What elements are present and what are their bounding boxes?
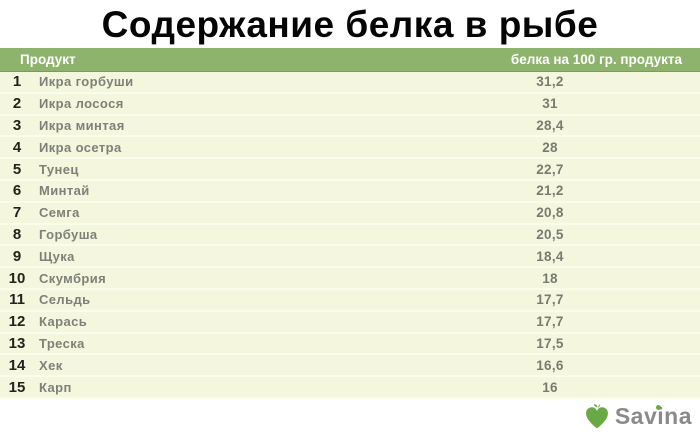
row-product-name: Скумбрия <box>39 270 107 286</box>
row-rank: 6 <box>12 182 22 200</box>
row-protein-value: 20,5 <box>536 226 564 242</box>
row-protein-value: 18 <box>542 270 558 286</box>
col-header-value: белка на 100 гр. продукта <box>510 52 682 67</box>
row-rank: 12 <box>8 313 26 331</box>
row-product-name: Икра минтая <box>39 117 125 133</box>
row-product-name: Щука <box>39 248 75 264</box>
row-rank: 7 <box>12 204 22 222</box>
row-product-name: Тунец <box>39 161 79 177</box>
brand-name-wrap: Savina <box>615 403 692 430</box>
row-rank: 4 <box>12 138 22 156</box>
row-protein-value: 16,6 <box>536 357 564 373</box>
table-body: 1 Икра горбуши 31,2 2 Икра лосося 31 3 И… <box>0 72 700 399</box>
table-row: 12 Карась 17,7 <box>0 311 700 334</box>
table-row: 7 Семга 20,8 <box>0 202 700 225</box>
row-rank: 11 <box>9 291 25 309</box>
row-rank: 5 <box>12 160 22 178</box>
row-rank: 15 <box>8 378 26 396</box>
table-header-row: Продукт белка на 100 гр. продукта <box>0 48 700 72</box>
row-protein-value: 17,7 <box>536 292 564 308</box>
heart-apple-icon <box>585 404 608 429</box>
row-rank: 10 <box>8 269 26 287</box>
row-protein-value: 17,7 <box>536 314 564 330</box>
row-product-name: Икра лосося <box>39 96 124 112</box>
row-product-name: Карась <box>39 314 88 330</box>
page-title: Содержание белка в рыбе <box>101 4 599 45</box>
table-row: 3 Икра минтая 28,4 <box>0 115 700 138</box>
table-row: 4 Икра осетра 28 <box>0 137 700 160</box>
row-protein-value: 20,8 <box>536 205 564 221</box>
table-row: 5 Тунец 22,7 <box>0 159 700 181</box>
brand-i-dot-accent <box>655 404 661 410</box>
row-rank: 14 <box>8 356 26 374</box>
row-rank: 8 <box>12 225 22 243</box>
table-row: 11 Сельдь 17,7 <box>0 289 700 312</box>
table-row: 14 Хек 16,6 <box>0 355 700 378</box>
row-protein-value: 31,2 <box>536 74 564 90</box>
row-rank: 1 <box>12 73 22 91</box>
col-header-product: Продукт <box>20 52 76 67</box>
row-rank: 2 <box>12 95 22 113</box>
row-protein-value: 28,4 <box>536 117 564 133</box>
row-product-name: Хек <box>39 357 63 373</box>
row-product-name: Минтай <box>39 183 90 199</box>
table-row: 9 Щука 18,4 <box>0 246 700 269</box>
table-row: 10 Скумбрия 18 <box>0 268 700 290</box>
row-protein-value: 28 <box>542 139 558 155</box>
row-rank: 3 <box>12 116 22 134</box>
row-product-name: Икра осетра <box>39 139 122 155</box>
table-row: 2 Икра лосося 31 <box>0 93 700 116</box>
table-row: 13 Треска 17,5 <box>0 333 700 356</box>
row-protein-value: 18,4 <box>536 248 564 264</box>
footer: Savina <box>0 398 700 435</box>
brand-name: Savina <box>614 403 692 430</box>
row-product-name: Карп <box>39 379 72 395</box>
row-protein-value: 16 <box>542 379 558 395</box>
protein-table: Продукт белка на 100 гр. продукта 1 Икра… <box>0 48 700 399</box>
row-protein-value: 21,2 <box>536 183 564 199</box>
row-rank: 9 <box>12 247 22 265</box>
brand-logo: Savina <box>583 403 692 431</box>
table-row: 6 Минтай 21,2 <box>0 180 700 203</box>
row-product-name: Икра горбуши <box>39 74 134 90</box>
table-row: 8 Горбуша 20,5 <box>0 224 700 247</box>
row-protein-value: 17,5 <box>536 335 564 351</box>
row-product-name: Треска <box>39 335 85 351</box>
row-product-name: Сельдь <box>39 292 91 308</box>
row-protein-value: 31 <box>542 96 558 112</box>
row-rank: 13 <box>8 334 26 352</box>
table-row: 1 Икра горбуши 31,2 <box>0 72 700 94</box>
table-row: 15 Карп 16 <box>0 377 700 399</box>
row-protein-value: 22,7 <box>536 161 564 177</box>
row-product-name: Горбуша <box>39 226 98 242</box>
row-product-name: Семга <box>39 205 80 221</box>
